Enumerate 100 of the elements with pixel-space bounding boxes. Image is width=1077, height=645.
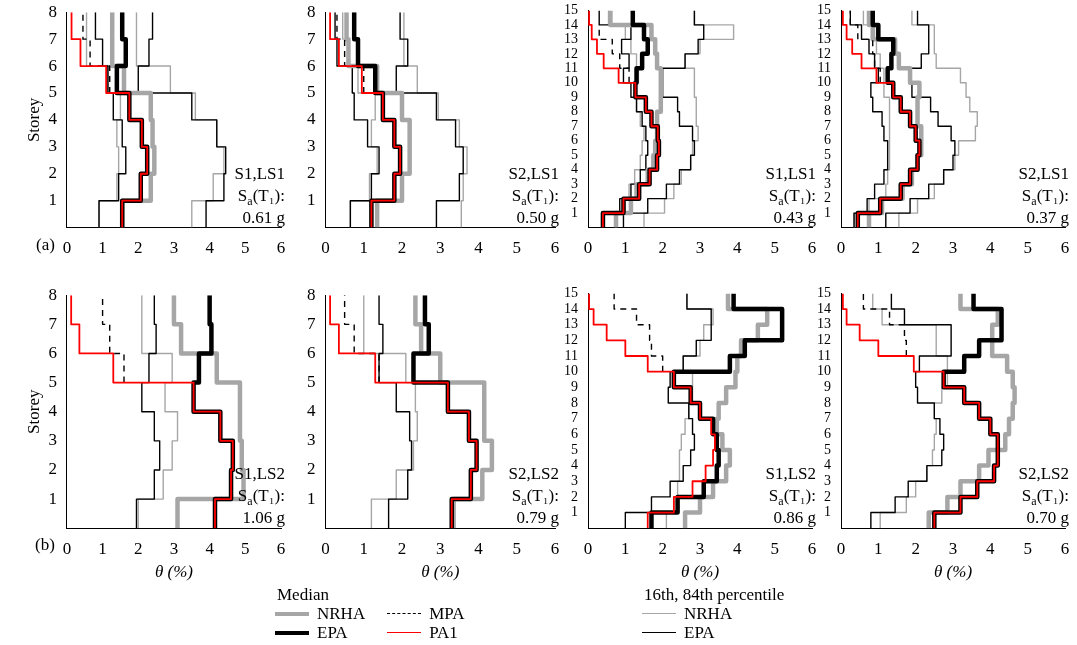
x-tick-label: 4 [474,538,484,558]
y-tick-label: 5 [824,441,831,457]
y-tick-label: 8 [571,103,578,119]
y-tick-label: 2 [571,488,578,504]
text: (a) [36,234,55,254]
legend-label: EPA [317,622,348,643]
y-tick-label: 5 [571,441,578,457]
y-tick-label: 13 [817,316,831,332]
x-tick-label: 3 [436,238,445,258]
legend-label: MPA [429,603,465,624]
y-tick-label: 6 [571,132,578,148]
y-tick-label: 3 [824,472,831,488]
x-tick-label: 6 [276,238,286,258]
x-tick-label: 6 [1060,538,1070,558]
y-tick-label: 3 [48,430,57,450]
x-tick-label: 5 [1023,538,1032,558]
text: (b) [35,535,55,555]
x-tick-label: 2 [911,538,920,558]
y-tick-label: 6 [48,55,57,75]
y-tick-label: 15 [564,285,578,301]
y-tick-label: 5 [48,372,57,392]
x-tick-label: 4 [205,238,215,258]
y-tick-label: 13 [817,31,831,47]
x-tick-label: 0 [583,538,593,558]
y-tick-label: 6 [571,425,578,441]
legend-title: Median [277,585,330,604]
x-tick-label: 3 [695,238,705,258]
y-tick-label: 2 [824,488,831,504]
x-tick-label: 5 [512,238,521,258]
y-tick-label: 3 [824,175,831,191]
y-tick-label: 6 [307,342,316,362]
x-tick-label: 2 [397,538,407,558]
x-tick-label: 3 [948,238,958,258]
y-tick-label: 7 [48,28,58,48]
y-tick-label: 2 [48,163,57,183]
y-tick-label: 6 [824,425,831,441]
y-tick-label: 8 [307,284,316,304]
x-tick-label: 4 [474,238,484,258]
x-tick-label: 5 [770,238,779,258]
x-axis-title: θ (%) [154,562,194,582]
x-tick-label: 5 [241,538,250,558]
y-tick-label: 9 [571,378,578,394]
y-tick-label: 8 [571,394,578,410]
y-tick-label: 13 [564,31,578,47]
y-tick-label: 9 [824,88,831,104]
y-tick-label: 11 [564,59,578,75]
y-tick-label: 4 [571,457,578,473]
y-tick-label: 6 [307,55,316,75]
y-tick-label: 5 [307,372,316,392]
y-tick-label: 10 [817,363,831,379]
x-tick-label: 5 [512,538,521,558]
y-tick-label: 2 [307,163,316,183]
x-tick-label: 2 [911,238,920,258]
x-axis-title: θ (%) [933,562,973,582]
x-tick-label: 4 [205,538,215,558]
y-tick-label: 7 [571,117,578,133]
x-tick-label: 0 [62,238,72,258]
y-tick-label: 10 [817,74,831,90]
y-tick-label: 1 [307,190,316,210]
y-tick-label: 5 [571,146,578,162]
y-tick-label: 9 [571,88,578,104]
y-tick-label: 7 [824,117,831,133]
y-tick-label: 11 [564,347,578,363]
x-tick-label: 6 [276,538,286,558]
legend-title: 16th, 84th percentile [644,585,786,604]
y-tick-label: 10 [564,363,578,379]
x-tick-label: 6 [1060,238,1070,258]
legend-label: NRHA [684,603,733,624]
x-tick-label: 5 [770,538,779,558]
x-tick-label: 2 [658,238,667,258]
x-tick-label: 6 [550,238,560,258]
x-tick-label: 0 [836,238,846,258]
x-tick-label: 1 [874,538,883,558]
y-tick-label: 3 [571,472,578,488]
y-tick-label: 7 [824,410,831,426]
x-tick-label: 2 [397,238,407,258]
y-tick-label: 8 [824,103,831,119]
y-tick-label: 13 [564,316,578,332]
x-tick-label: 5 [1023,238,1032,258]
y-tick-label: 14 [817,300,831,316]
y-tick-label: 7 [307,313,316,333]
y-tick-label: 10 [564,74,578,90]
y-tick-label: 15 [817,2,831,18]
y-tick-label: 4 [307,109,316,129]
x-tick-label: 3 [948,538,958,558]
y-tick-label: 4 [824,161,831,177]
y-tick-label: 5 [48,82,57,102]
y-tick-label: 9 [824,378,831,394]
y-tick-label: 8 [824,394,831,410]
y-tick-label: 2 [824,190,831,206]
y-tick-label: 4 [307,401,316,421]
y-tick-label: 7 [571,410,578,426]
y-tick-label: 15 [564,2,578,18]
y-tick-label: 14 [564,16,578,32]
y-tick-label: 4 [824,457,831,473]
y-tick-label: 14 [564,300,578,316]
x-tick-label: 1 [98,538,107,558]
y-tick-label: 6 [48,342,57,362]
y-tick-label: 14 [817,16,831,32]
y-tick-label: 11 [817,59,831,75]
